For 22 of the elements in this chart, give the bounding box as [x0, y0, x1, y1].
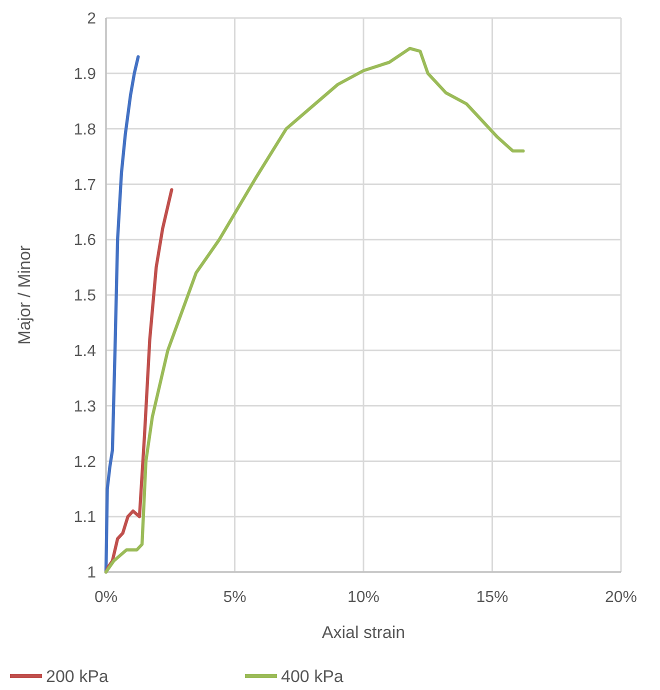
y-tick-label: 1.8 [74, 121, 96, 138]
y-tick-label: 1.1 [74, 509, 96, 526]
x-tick-label: 20% [604, 589, 638, 606]
x-tick-label: 5% [223, 589, 246, 606]
y-tick-label: 1.2 [74, 454, 96, 471]
y-tick-label: 1.3 [74, 398, 96, 416]
y-tick-label: 1.9 [74, 66, 96, 83]
y-tick-label: 1.6 [74, 232, 96, 250]
legend-label: 400 kPa [281, 666, 344, 686]
x-tick-label: 0% [94, 589, 118, 606]
y-tick-label: 1 [87, 564, 96, 582]
y-tick-label: 1.4 [74, 343, 96, 360]
x-axis-title: Axial strain [322, 623, 406, 642]
y-tick-label: 2 [87, 10, 96, 28]
line-series [104, 46, 525, 574]
y-axis-title: Major / Minor [15, 245, 34, 345]
y-tick-label: 1.5 [74, 288, 96, 305]
legend-label: 200 kPa [46, 666, 109, 686]
x-tick-label: 15% [476, 589, 508, 606]
y-tick-label: 1.7 [74, 176, 96, 194]
line-series [104, 55, 140, 574]
x-tick-label: 10% [347, 589, 380, 606]
